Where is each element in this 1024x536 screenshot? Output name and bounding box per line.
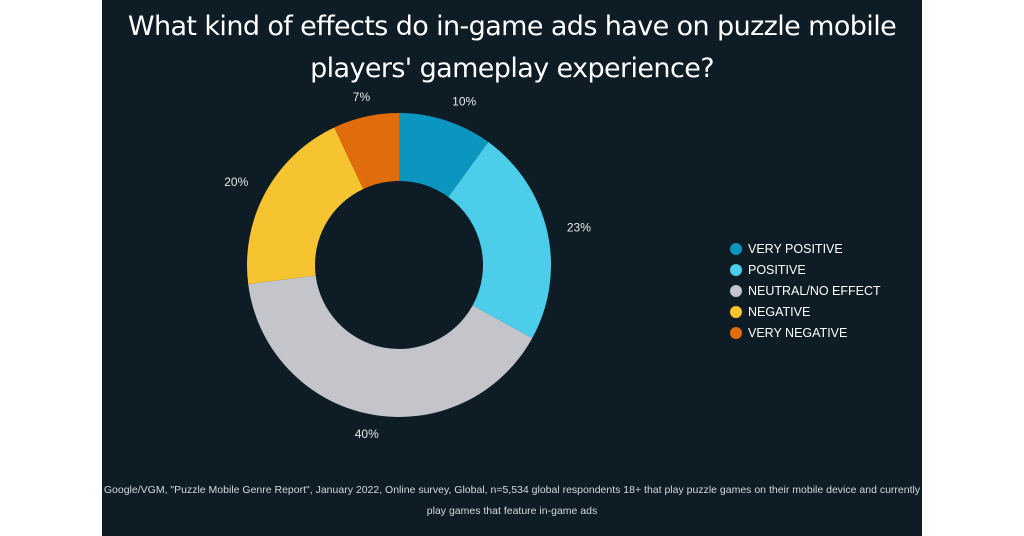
donut-slice-very-negative: [334, 113, 399, 189]
legend-label: NEUTRAL/NO EFFECT: [748, 283, 881, 298]
legend-label: VERY POSITIVE: [748, 241, 843, 256]
legend-item: VERY POSITIVE: [730, 238, 881, 259]
legend-label: POSITIVE: [748, 262, 806, 277]
legend-label: NEGATIVE: [748, 304, 811, 319]
data-label: 10%: [452, 94, 476, 108]
donut-slice-positive: [448, 142, 551, 339]
data-label: 40%: [355, 427, 379, 441]
donut-slice-very-positive: [399, 113, 489, 198]
data-label: 20%: [224, 175, 248, 189]
legend-item: NEUTRAL/NO EFFECT: [730, 280, 881, 301]
chart-panel: What kind of effects do in-game ads have…: [102, 0, 922, 536]
legend-swatch: [730, 326, 742, 339]
legend-swatch: [730, 284, 742, 297]
source-note: Google/VGM, "Puzzle Mobile Genre Report"…: [103, 484, 921, 517]
chart-title: What kind of effects do in-game ads have…: [127, 11, 897, 84]
donut-chart: 10% 23% 40% 20% 7%: [224, 90, 591, 441]
legend-swatch: [730, 263, 742, 276]
data-label: 7%: [353, 90, 371, 104]
legend-label: VERY NEGATIVE: [748, 325, 848, 340]
legend-swatch: [730, 305, 742, 318]
donut-slice-negative: [246, 127, 364, 285]
legend: VERY POSITIVE POSITIVE NEUTRAL/NO EFFECT NE…: [730, 238, 881, 343]
legend-item: NEGATIVE: [730, 301, 881, 322]
legend-item: VERY NEGATIVE: [730, 322, 881, 343]
data-label: 23%: [567, 220, 591, 234]
legend-swatch: [730, 242, 742, 255]
legend-item: POSITIVE: [730, 259, 881, 280]
donut-slice-neutral-no-effect: [248, 275, 533, 418]
